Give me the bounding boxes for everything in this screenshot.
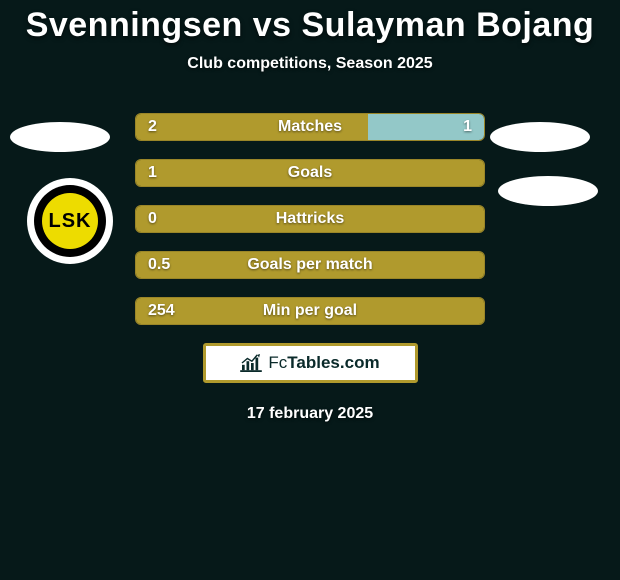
bar-row-mpg: 254 Min per goal <box>135 297 485 325</box>
bar-value-left: 254 <box>148 298 175 324</box>
bar-fill-left <box>136 160 484 186</box>
left-club-badge: LSK <box>27 178 113 264</box>
brand-text: FcTables.com <box>268 353 379 373</box>
right-oval-1 <box>490 122 590 152</box>
page-title: Svenningsen vs Sulayman Bojang <box>0 6 620 45</box>
stat-bars: 2 1 Matches 1 Goals 0 Hattricks 0.5 Goal… <box>135 113 485 325</box>
right-oval-2 <box>498 176 598 206</box>
page-subtitle: Club competitions, Season 2025 <box>0 55 620 73</box>
bar-row-goals: 1 Goals <box>135 159 485 187</box>
left-oval <box>10 122 110 152</box>
bar-row-gpm: 0.5 Goals per match <box>135 251 485 279</box>
bar-value-left: 0.5 <box>148 252 170 278</box>
brand-box: FcTables.com <box>203 343 418 383</box>
bar-value-right: 1 <box>463 114 472 140</box>
bar-fill-left <box>136 114 368 140</box>
bar-fill-left <box>136 298 484 324</box>
footer-date: 17 february 2025 <box>0 405 620 423</box>
bar-row-matches: 2 1 Matches <box>135 113 485 141</box>
bar-value-left: 1 <box>148 160 157 186</box>
left-club-badge-text: LSK <box>49 210 92 233</box>
bar-fill-left <box>136 206 484 232</box>
bar-row-hattricks: 0 Hattricks <box>135 205 485 233</box>
bar-value-left: 0 <box>148 206 157 232</box>
chart-icon <box>240 354 262 372</box>
bar-fill-left <box>136 252 484 278</box>
bar-value-left: 2 <box>148 114 157 140</box>
